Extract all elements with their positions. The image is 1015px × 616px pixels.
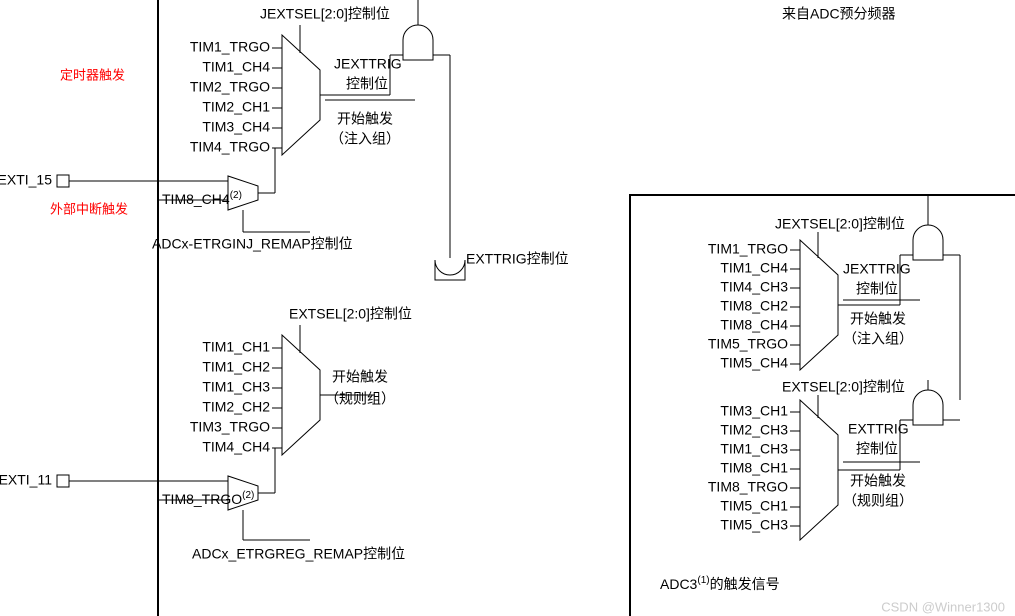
mux2-inputs: TIM1_CH1 TIM1_CH2 TIM1_CH3 TIM2_CH2 TIM3_TRG… <box>190 339 282 455</box>
adc3a-r1: JEXTTRIG <box>843 261 911 277</box>
adc3b-gate <box>913 390 943 425</box>
adc3a-inputs: TIM1_TRGO TIM1_CH4 TIM4_CH3 TIM8_CH2 TIM8_CH… <box>708 241 800 371</box>
anno-timer: 定时器触发 <box>60 67 125 82</box>
diagram-canvas: EXTI_15 EXTI_11 定时器触发 外部中断触发 来自ADC预分频器 J… <box>0 0 1015 616</box>
mux1-gate <box>403 25 433 60</box>
mux1-title: JEXTSEL[2:0]控制位 <box>260 6 390 22</box>
mux-input-label: TIM2_TRGO <box>190 79 270 95</box>
mux2-r1: 开始触发 <box>332 369 388 385</box>
mux-input-label: TIM4_CH3 <box>720 279 788 295</box>
submux2-input: TIM8_TRGO(2) <box>162 490 254 507</box>
adc3a-r3: 开始触发 <box>850 311 906 327</box>
adc3a-r2: 控制位 <box>856 281 898 297</box>
mux-input-label: TIM1_CH2 <box>202 359 270 375</box>
adc3b-r1: EXTTRIG <box>848 421 909 437</box>
mux1-shape <box>282 35 320 155</box>
mux1-inputs: TIM1_TRGO TIM1_CH4 TIM2_TRGO TIM2_CH1 TIM3_C… <box>190 39 282 155</box>
adc3a-title: JEXTSEL[2:0]控制位 <box>775 216 905 232</box>
mux-input-label: TIM8_CH4 <box>720 317 788 333</box>
mux-input-label: TIM5_TRGO <box>708 336 788 352</box>
adc3b-shape <box>800 400 838 540</box>
mux-input-label: TIM1_TRGO <box>708 241 788 257</box>
adc3a-gate <box>913 225 943 260</box>
adc3b-r3: 开始触发 <box>850 473 906 489</box>
mux-input-label: TIM3_TRGO <box>190 419 270 435</box>
mux-input-label: TIM8_CH2 <box>720 298 788 314</box>
mux-input-label: TIM1_CH1 <box>202 339 270 355</box>
adc3a-r4: （注入组） <box>843 331 913 347</box>
adc3b-r4: （规则组） <box>843 493 913 509</box>
mux-input-label: TIM1_CH3 <box>202 379 270 395</box>
submux1-caption: ADCx-ETRGINJ_REMAP控制位 <box>152 236 353 252</box>
mux-input-label: TIM3_CH1 <box>720 403 788 419</box>
mux-input-label: TIM5_CH1 <box>720 498 788 514</box>
mux2-shape <box>282 335 320 455</box>
adc3-caption: ADC3(1)的触发信号 <box>660 575 780 592</box>
mux-input-label: TIM2_CH2 <box>202 399 270 415</box>
mux-input-label: TIM4_CH4 <box>202 439 270 455</box>
anno-exti: 外部中断触发 <box>50 201 128 216</box>
mux-input-label: TIM1_CH4 <box>202 59 270 75</box>
prescaler-label: 来自ADC预分频器 <box>782 6 896 22</box>
mux-input-label: TIM1_CH4 <box>720 260 788 276</box>
mux1-r2: 控制位 <box>346 76 388 92</box>
mux1-r1: JEXTTRIG <box>334 56 402 72</box>
mux-input-label: TIM5_CH4 <box>720 355 788 371</box>
exttrig-gate <box>435 260 465 280</box>
adc3b-title: EXTSEL[2:0]控制位 <box>782 379 905 395</box>
adc3b-r2: 控制位 <box>856 441 898 457</box>
mux1-r3: 开始触发 <box>337 111 393 127</box>
mux-input-label: TIM3_CH4 <box>202 119 270 135</box>
exti11-port <box>57 475 69 487</box>
exti15-label: EXTI_15 <box>0 172 52 188</box>
adc3b-inputs: TIM3_CH1 TIM2_CH3 TIM1_CH3 TIM8_CH1 TIM8_TRG… <box>708 403 800 533</box>
mux-input-label: TIM1_CH3 <box>720 441 788 457</box>
mux-input-label: TIM5_CH3 <box>720 517 788 533</box>
exttrig-label: EXTTRIG控制位 <box>466 251 569 267</box>
adc3-frame <box>630 195 1015 616</box>
mux1-r4: （注入组） <box>330 131 400 147</box>
watermark: CSDN @Winner1300 <box>881 599 1005 614</box>
mux2-r2: （规则组） <box>325 391 395 407</box>
adc3a-shape <box>800 240 838 370</box>
mux-input-label: TIM2_CH1 <box>202 99 270 115</box>
mux-input-label: TIM8_TRGO <box>708 479 788 495</box>
mux-input-label: TIM1_TRGO <box>190 39 270 55</box>
mux-input-label: TIM8_CH1 <box>720 460 788 476</box>
exti11-label: EXTI_11 <box>0 472 52 488</box>
submux2-caption: ADCx_ETRGREG_REMAP控制位 <box>192 546 405 562</box>
mux2-title: EXTSEL[2:0]控制位 <box>289 306 412 322</box>
exti15-port <box>57 175 69 187</box>
mux-input-label: TIM4_TRGO <box>190 139 270 155</box>
mux-input-label: TIM2_CH3 <box>720 422 788 438</box>
